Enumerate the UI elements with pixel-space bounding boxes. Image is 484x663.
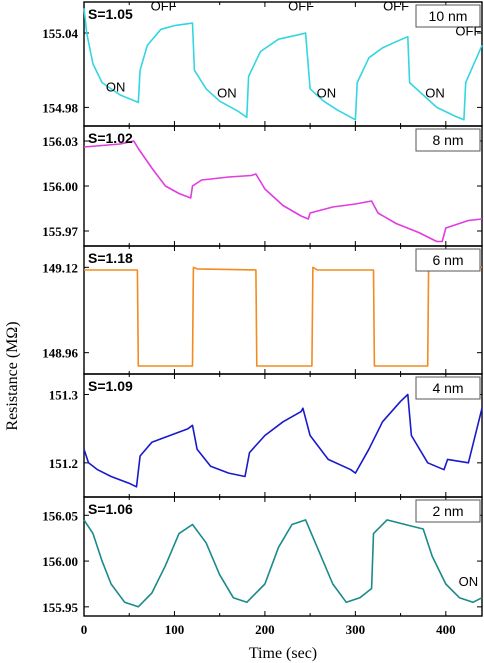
series-line [84, 266, 482, 367]
y-tick-label: 155.97 [42, 224, 78, 239]
panel-1: 156.03 156.00 155.97 S=1.02 8 nm [42, 125, 483, 247]
on-off-annotation: ON [106, 79, 126, 94]
thickness-tag: 10 nm [429, 8, 468, 24]
panel-0: 155.04 154.98 S=1.05 10 nm ON OFF ON OFF ON OFF ON… [42, 0, 483, 127]
x-tick-label: 300 [346, 622, 366, 637]
on-off-annotation: OFF [151, 0, 177, 14]
sensitivity-label: S=1.05 [88, 6, 133, 22]
y-tick-label: 154.98 [42, 100, 78, 115]
y-tick-label: 156.00 [42, 554, 78, 569]
on-off-annotation: OFF [383, 0, 409, 14]
thickness-tag-box [415, 128, 481, 152]
on-off-annotation: ON [425, 85, 445, 100]
y-tick-label: 155.04 [42, 26, 78, 41]
y-tick-label: 151.3 [49, 388, 79, 403]
panel-3: 151.3 151.2 S=1.09 4 nm [49, 373, 483, 498]
on-off-annotation: OFF [455, 23, 481, 38]
y-axis-label: Resistance (MΩ) [4, 321, 21, 430]
y-tick-label: 151.2 [49, 456, 78, 471]
series-line [83, 519, 483, 608]
y-tick-label: 155.95 [42, 600, 78, 615]
y-tick-label: 149.12 [42, 260, 78, 275]
x-tick-label: 100 [165, 622, 185, 637]
thickness-tag-box [415, 248, 481, 272]
x-tick-label: 400 [436, 622, 456, 637]
on-off-annotation: ON [217, 85, 237, 100]
thickness-tag: 2 nm [432, 503, 463, 519]
thickness-tag: 6 nm [432, 252, 463, 268]
y-tick-label: 148.96 [42, 346, 78, 361]
panel-4: 156.05 156.00 155.95 S=1.06 2 nm ON [42, 496, 483, 617]
sensitivity-label: S=1.18 [88, 250, 133, 266]
on-off-annotation: ON [459, 574, 479, 589]
sensitivity-label: S=1.06 [88, 501, 133, 517]
sensitivity-label: S=1.09 [88, 378, 133, 394]
thickness-tag: 8 nm [432, 132, 463, 148]
y-tick-label: 156.05 [42, 508, 78, 523]
y-tick-label: 156.03 [42, 134, 78, 149]
thickness-tag-box [415, 4, 481, 28]
thickness-tag-box [415, 376, 481, 400]
x-tick-label: 200 [255, 622, 275, 637]
series-line [83, 140, 483, 243]
x-axis-label: Time (sec) [249, 645, 317, 662]
series-line [83, 393, 483, 488]
x-tick-label: 0 [81, 622, 88, 637]
on-off-annotation: ON [317, 85, 337, 100]
on-off-annotation: OFF [288, 0, 314, 14]
y-tick-label: 156.00 [42, 179, 78, 194]
series-line [83, 8, 483, 121]
thickness-tag: 4 nm [432, 380, 463, 396]
thickness-tag-box [415, 499, 481, 523]
panel-2: 149.12 148.96 S=1.18 6 nm [42, 245, 483, 375]
sensitivity-label: S=1.02 [88, 130, 133, 146]
panel-frame [83, 496, 483, 617]
